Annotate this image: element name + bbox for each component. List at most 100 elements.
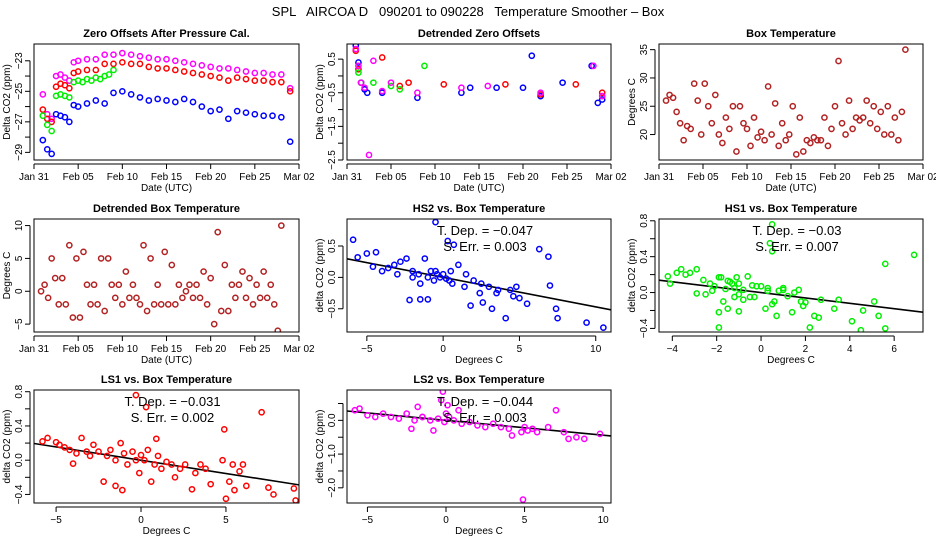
data-point xyxy=(902,46,909,54)
data-point xyxy=(598,89,606,97)
data-point xyxy=(768,221,776,228)
data-point xyxy=(757,128,765,136)
plot-frame xyxy=(33,389,300,504)
x-axis-label: Degrees C xyxy=(143,526,191,537)
data-point xyxy=(94,301,101,308)
data-point xyxy=(224,65,232,72)
data-point xyxy=(120,449,128,457)
x-tick-label: Feb 25 xyxy=(239,344,271,355)
data-point xyxy=(572,80,580,88)
data-point xyxy=(560,428,568,436)
data-point xyxy=(580,435,588,443)
data-point xyxy=(132,456,140,464)
series-ls1 xyxy=(39,391,299,503)
data-point xyxy=(118,49,126,57)
data-point xyxy=(260,69,268,77)
data-point xyxy=(762,305,769,313)
x-tick-label: Feb 10 xyxy=(107,344,139,355)
data-point xyxy=(403,255,410,262)
data-point xyxy=(378,54,386,61)
y-tick-label: −25 xyxy=(14,82,25,99)
data-point xyxy=(129,281,137,289)
data-point xyxy=(282,0,287,3)
panel-title: Detrended Zero Offsets xyxy=(418,28,540,40)
data-point xyxy=(448,280,456,288)
data-point xyxy=(849,125,856,133)
panel-title: Box Temperature xyxy=(746,28,836,40)
data-point xyxy=(207,63,215,71)
data-point xyxy=(171,473,179,481)
data-point xyxy=(39,112,47,120)
data-point xyxy=(176,465,184,473)
data-point xyxy=(258,408,265,416)
data-point xyxy=(69,314,77,321)
y-tick-label: 0.4 xyxy=(639,249,650,263)
data-point xyxy=(887,131,895,138)
x-tick-label: Feb 05 xyxy=(375,172,407,183)
data-point xyxy=(715,273,723,281)
data-point xyxy=(269,71,276,78)
data-point xyxy=(197,461,204,468)
data-point xyxy=(151,461,158,468)
data-point xyxy=(573,433,580,441)
data-point xyxy=(768,247,776,255)
plot-frame xyxy=(658,218,924,333)
y-tick-label: 0.4 xyxy=(14,419,25,433)
panel-ls2-vs-box: LS2 vs. Box Temperature T. Dep. = −0.044S… xyxy=(315,374,612,537)
data-point xyxy=(76,314,84,321)
data-point xyxy=(79,78,86,86)
data-point xyxy=(535,245,543,253)
data-point xyxy=(246,274,253,282)
data-point xyxy=(450,241,458,249)
y-axis-label: Delta CO2 (ppm) xyxy=(2,64,13,140)
data-point xyxy=(186,281,193,289)
data-point xyxy=(105,71,113,78)
data-point xyxy=(673,108,680,116)
data-point xyxy=(552,406,560,414)
data-point xyxy=(493,84,500,92)
plot-frame xyxy=(33,43,300,161)
data-point xyxy=(414,89,421,97)
data-point xyxy=(210,320,218,328)
data-point xyxy=(86,452,94,460)
data-point xyxy=(242,68,250,75)
data-point xyxy=(415,270,423,278)
data-point xyxy=(207,107,215,115)
y-axis-label: delta CO2 (ppm) xyxy=(315,410,326,484)
x-tick-label: Feb 15 xyxy=(151,172,183,183)
x-tick-label: 5 xyxy=(517,344,523,355)
data-point xyxy=(447,267,455,275)
data-point xyxy=(363,250,371,257)
data-point xyxy=(142,403,150,411)
y-tick-label: −1.0 xyxy=(327,444,338,464)
series-hs1 xyxy=(39,66,117,135)
series-hs1 xyxy=(664,221,918,332)
data-point xyxy=(66,446,74,454)
data-point xyxy=(136,52,144,60)
data-point xyxy=(112,482,119,490)
y-axis-label: delta CO2 (ppm) xyxy=(315,239,326,313)
data-point xyxy=(161,248,169,256)
data-point xyxy=(842,131,849,138)
x-axis-label: Date (UTC) xyxy=(141,183,192,194)
data-point xyxy=(484,82,492,90)
data-point xyxy=(267,281,275,289)
x-tick-label: Jan 31 xyxy=(19,172,49,183)
data-point xyxy=(529,425,536,433)
x-tick-label: −5 xyxy=(361,344,373,355)
data-point xyxy=(405,79,412,87)
data-point xyxy=(136,60,144,68)
x-tick-label: 0 xyxy=(758,344,764,355)
data-point xyxy=(83,100,91,107)
data-point xyxy=(387,79,395,87)
data-point xyxy=(43,115,51,123)
data-point xyxy=(687,125,695,133)
data-point xyxy=(110,66,117,74)
data-point xyxy=(286,87,294,95)
data-point xyxy=(516,294,523,302)
data-point xyxy=(807,139,814,147)
y-tick-label: −5 xyxy=(14,318,25,330)
data-point xyxy=(364,411,371,419)
x-tick-label: Feb 05 xyxy=(63,172,95,183)
data-point xyxy=(127,91,135,98)
